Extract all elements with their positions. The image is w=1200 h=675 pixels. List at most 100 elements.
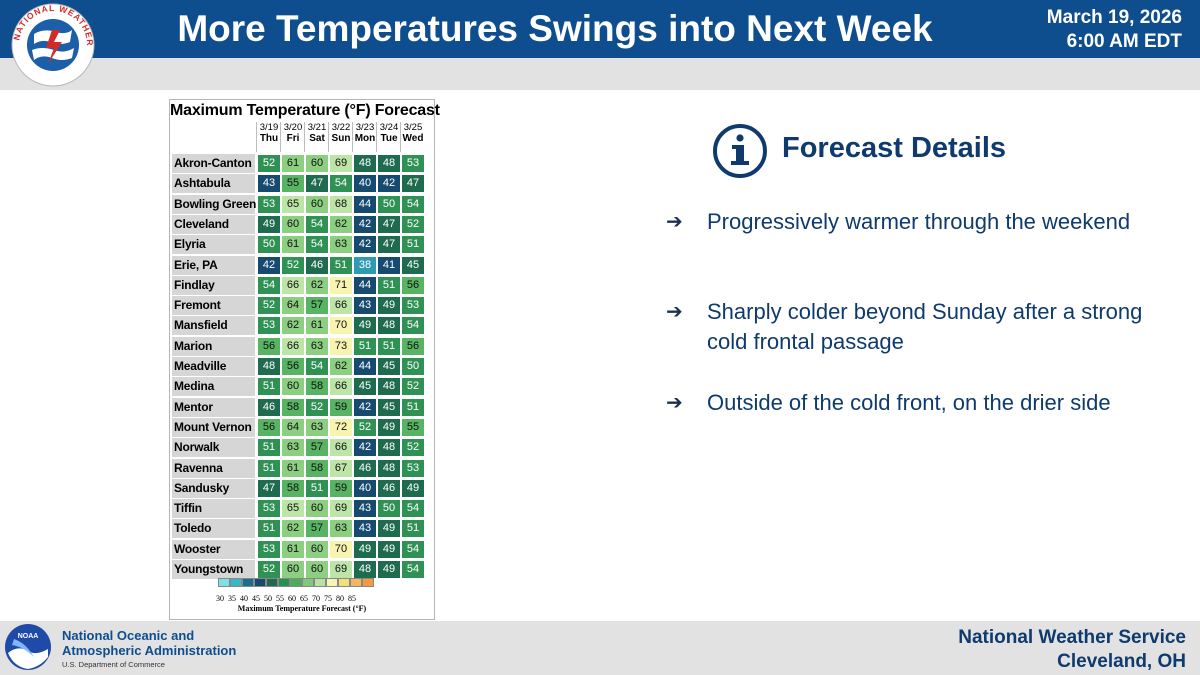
temperature-cell: 71 [330, 276, 352, 294]
table-row: Marion 56 66 63 73 51 51 56 [172, 336, 432, 356]
temperature-cell: 54 [402, 540, 424, 558]
temperature-cell: 50 [402, 358, 424, 375]
temperature-cell: 59 [330, 398, 352, 416]
temperature-cell: 57 [306, 439, 328, 457]
scale-swatch [362, 578, 374, 587]
temperature-cell: 48 [378, 459, 400, 477]
city-name: Tiffin [172, 499, 255, 519]
city-name: Marion [172, 336, 255, 356]
temperature-cell: 49 [378, 540, 400, 558]
temperature-cell: 60 [306, 561, 328, 578]
temperature-cell: 66 [330, 439, 352, 457]
temperature-cell: 52 [258, 155, 280, 172]
temperature-cell: 48 [354, 155, 376, 172]
temperature-cell: 70 [330, 540, 352, 558]
temperature-cell: 62 [330, 215, 352, 233]
temperature-cell: 63 [330, 520, 352, 538]
column-separator [304, 122, 305, 152]
temperature-cell: 63 [306, 418, 328, 436]
temperature-cell: 56 [282, 358, 304, 375]
temperature-cell: 47 [402, 175, 424, 193]
column-day: Mon [354, 133, 376, 144]
temperature-cell: 61 [282, 540, 304, 558]
column-day: Fri [286, 133, 300, 144]
header-strip [0, 58, 1200, 90]
column-separator [328, 122, 329, 152]
scale-label: 70 [312, 594, 320, 603]
nws-office-name: National Weather Service [958, 627, 1186, 648]
temperature-cell: 63 [306, 337, 328, 355]
temperature-cell: 48 [378, 317, 400, 335]
city-name: Youngstown [172, 560, 255, 579]
issue-time: 6:00 AM EDT [1066, 31, 1182, 52]
scale-label: 35 [228, 594, 236, 603]
table-row: Findlay 54 66 62 71 44 51 56 [172, 275, 432, 295]
temperature-cell: 42 [354, 215, 376, 233]
temperature-cell: 53 [402, 155, 424, 172]
temperature-cell: 61 [282, 155, 304, 172]
scale-swatch [290, 578, 302, 587]
temperature-cell: 52 [402, 215, 424, 233]
temperature-cell: 62 [330, 358, 352, 375]
temperature-cell: 52 [402, 439, 424, 457]
scale-label: 55 [276, 594, 284, 603]
column-header: 3/25 Wed [401, 122, 425, 144]
temperature-cell: 62 [306, 276, 328, 294]
scale-swatch [302, 578, 314, 587]
color-scale-labels: 30 35 40 45 50 55 60 65 70 75 80 85 [208, 594, 398, 604]
temperature-cell: 43 [258, 175, 280, 193]
detail-bullet-text: Progressively warmer through the weekend [707, 209, 1131, 234]
column-date: 3/25 [403, 122, 423, 133]
temperature-cell: 70 [330, 317, 352, 335]
forecast-table-panel: Maximum Temperature (°F) Forecast Akron-… [169, 99, 440, 620]
scale-label: 80 [336, 594, 344, 603]
temperature-cell: 54 [402, 195, 424, 213]
temperature-cell: 43 [354, 500, 376, 518]
temperature-cell: 44 [354, 195, 376, 213]
temperature-cell: 72 [330, 418, 352, 436]
arrow-right-icon: ➔ [666, 301, 683, 323]
scale-swatch [230, 578, 242, 587]
table-row: Norwalk 51 63 57 66 42 48 52 [172, 438, 432, 458]
temperature-cell: 69 [330, 561, 352, 578]
temperature-cell: 50 [378, 500, 400, 518]
city-name: Meadville [172, 357, 255, 376]
temperature-cell: 53 [402, 459, 424, 477]
nws-office-location: Cleveland, OH [1057, 651, 1186, 672]
temperature-cell: 58 [282, 479, 304, 497]
scale-swatch [338, 578, 350, 587]
column-date: 3/23 [355, 122, 375, 133]
temperature-cell: 52 [282, 256, 304, 274]
table-row: Ashtabula 43 55 47 54 40 42 47 [172, 174, 432, 194]
scale-label: 40 [240, 594, 248, 603]
temperature-cell: 55 [282, 175, 304, 193]
temperature-cell: 48 [378, 155, 400, 172]
temperature-cell: 59 [330, 479, 352, 497]
temperature-cell: 52 [354, 418, 376, 436]
temperature-cell: 49 [402, 479, 424, 497]
temperature-cell: 51 [330, 256, 352, 274]
temperature-cell: 47 [306, 175, 328, 193]
temperature-cell: 52 [258, 561, 280, 578]
temperature-cell: 42 [378, 175, 400, 193]
temperature-cell: 58 [306, 459, 328, 477]
temperature-cell: 38 [354, 256, 376, 274]
temperature-cell: 56 [402, 276, 424, 294]
temperature-cell: 61 [282, 236, 304, 254]
issue-datetime: March 19, 2026 6:00 AM EDT [992, 6, 1182, 54]
arrow-right-icon: ➔ [666, 392, 683, 414]
table-row: Wooster 53 61 60 70 49 49 54 [172, 539, 432, 559]
table-row: Ravenna 51 61 58 67 46 48 53 [172, 458, 432, 478]
temperature-cell: 42 [258, 256, 280, 274]
temperature-cell: 56 [258, 418, 280, 436]
temperature-cell: 48 [354, 561, 376, 578]
noaa-department: U.S. Department of Commerce [62, 660, 165, 669]
temperature-cell: 58 [306, 378, 328, 396]
forecast-table-title: Maximum Temperature (°F) Forecast [170, 102, 440, 119]
temperature-cell: 51 [402, 520, 424, 538]
temperature-cell: 53 [258, 317, 280, 335]
temperature-cell: 68 [330, 195, 352, 213]
temperature-cell: 51 [306, 479, 328, 497]
temperature-cell: 45 [378, 358, 400, 375]
temperature-cell: 42 [354, 439, 376, 457]
